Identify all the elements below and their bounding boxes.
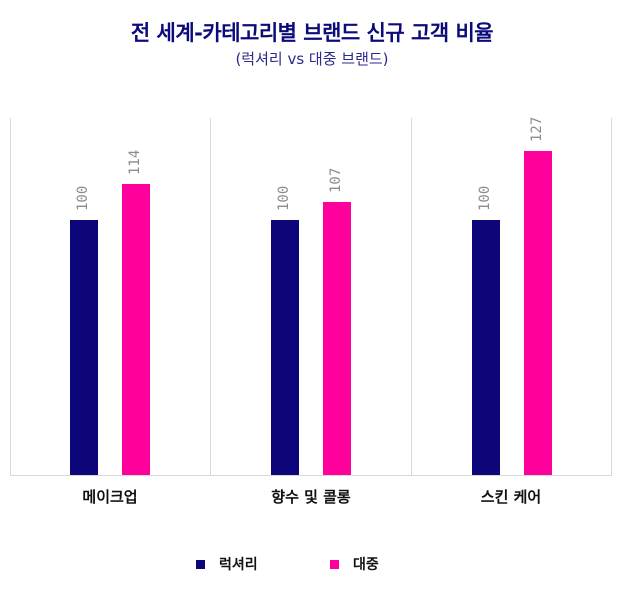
legend: 럭셔리 대중 — [0, 554, 624, 574]
group-divider — [10, 118, 11, 475]
legend-item-mass: 대중 — [330, 554, 379, 574]
category-label: 스킨 케어 — [480, 488, 542, 506]
bar-luxury — [271, 220, 299, 475]
chart-title: 전 세계-카테고리별 브랜드 신규 고객 비율 — [130, 21, 494, 45]
category-label: 향수 및 콜롱 — [271, 488, 351, 506]
data-label-mass: 107 — [328, 167, 344, 194]
bar-luxury — [472, 220, 500, 475]
plot-area: 100 114 100 107 100 127 — [10, 116, 612, 476]
data-label-mass: 127 — [529, 116, 545, 143]
legend-item-luxury: 럭셔리 — [196, 554, 258, 574]
group-divider — [411, 118, 412, 475]
bar-mass — [323, 202, 351, 475]
bar-group-skincare: 100 127 — [411, 116, 611, 475]
group-divider — [611, 118, 612, 475]
data-label-luxury: 100 — [276, 185, 292, 211]
legend-swatch-luxury — [196, 559, 205, 569]
bar-mass — [122, 184, 150, 475]
chart-subtitle: (럭셔리 vs 대중 브랜드) — [235, 50, 389, 68]
data-label-luxury: 100 — [75, 185, 91, 211]
group-divider — [210, 118, 211, 475]
legend-label: 대중 — [353, 557, 379, 573]
legend-swatch-mass — [330, 559, 339, 569]
data-label-luxury: 100 — [477, 185, 493, 211]
data-label-mass: 114 — [127, 150, 143, 176]
bar-mass — [524, 151, 552, 475]
legend-label: 럭셔리 — [219, 557, 258, 573]
bar-luxury — [70, 220, 98, 475]
bar-group-fragrance: 100 107 — [211, 118, 411, 475]
bar-group-makeup: 100 114 — [10, 118, 210, 475]
category-label: 메이크업 — [82, 488, 138, 506]
